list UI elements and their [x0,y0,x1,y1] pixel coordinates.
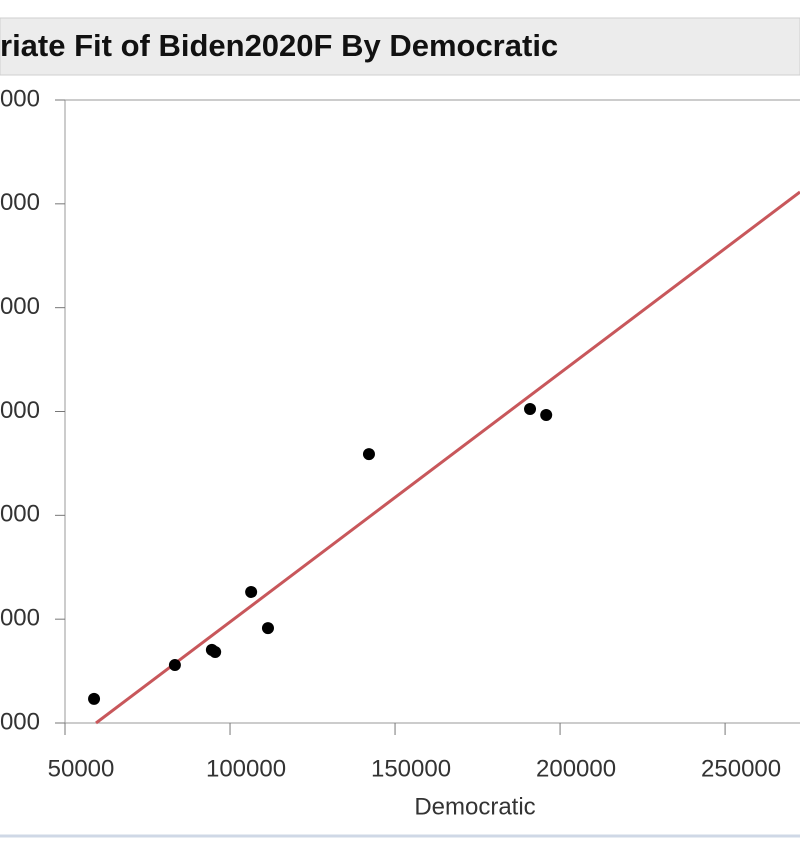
point [362,448,375,461]
y-tick-label: 000 [0,85,40,112]
x-tick-label: 150000 [371,755,451,782]
point [261,622,274,635]
y-tick-label: 0000 [0,397,40,424]
y-tick-label: 000 [0,708,40,735]
point [88,692,101,705]
x-tick-label: 50000 [48,755,115,782]
x-tick-label: 250000 [701,755,781,782]
y-tick-label: 0000 [0,501,40,528]
y-tick-label: 0000 [0,605,40,632]
y-tick-label: 0000 [0,293,40,320]
fit-line [95,190,800,725]
point [245,585,258,598]
point [168,659,181,672]
point [524,403,537,416]
x-axis-label: Democratic [414,793,535,820]
title-bar [0,17,800,76]
x-tick-label: 200000 [536,755,616,782]
plot-frame [64,99,800,724]
point [540,409,553,422]
y-tick-label: 0000 [0,189,40,216]
point [209,645,222,658]
x-tick-label: 100000 [206,755,286,782]
chart-title: riate Fit of Biden2020F By Democratic [0,28,558,63]
